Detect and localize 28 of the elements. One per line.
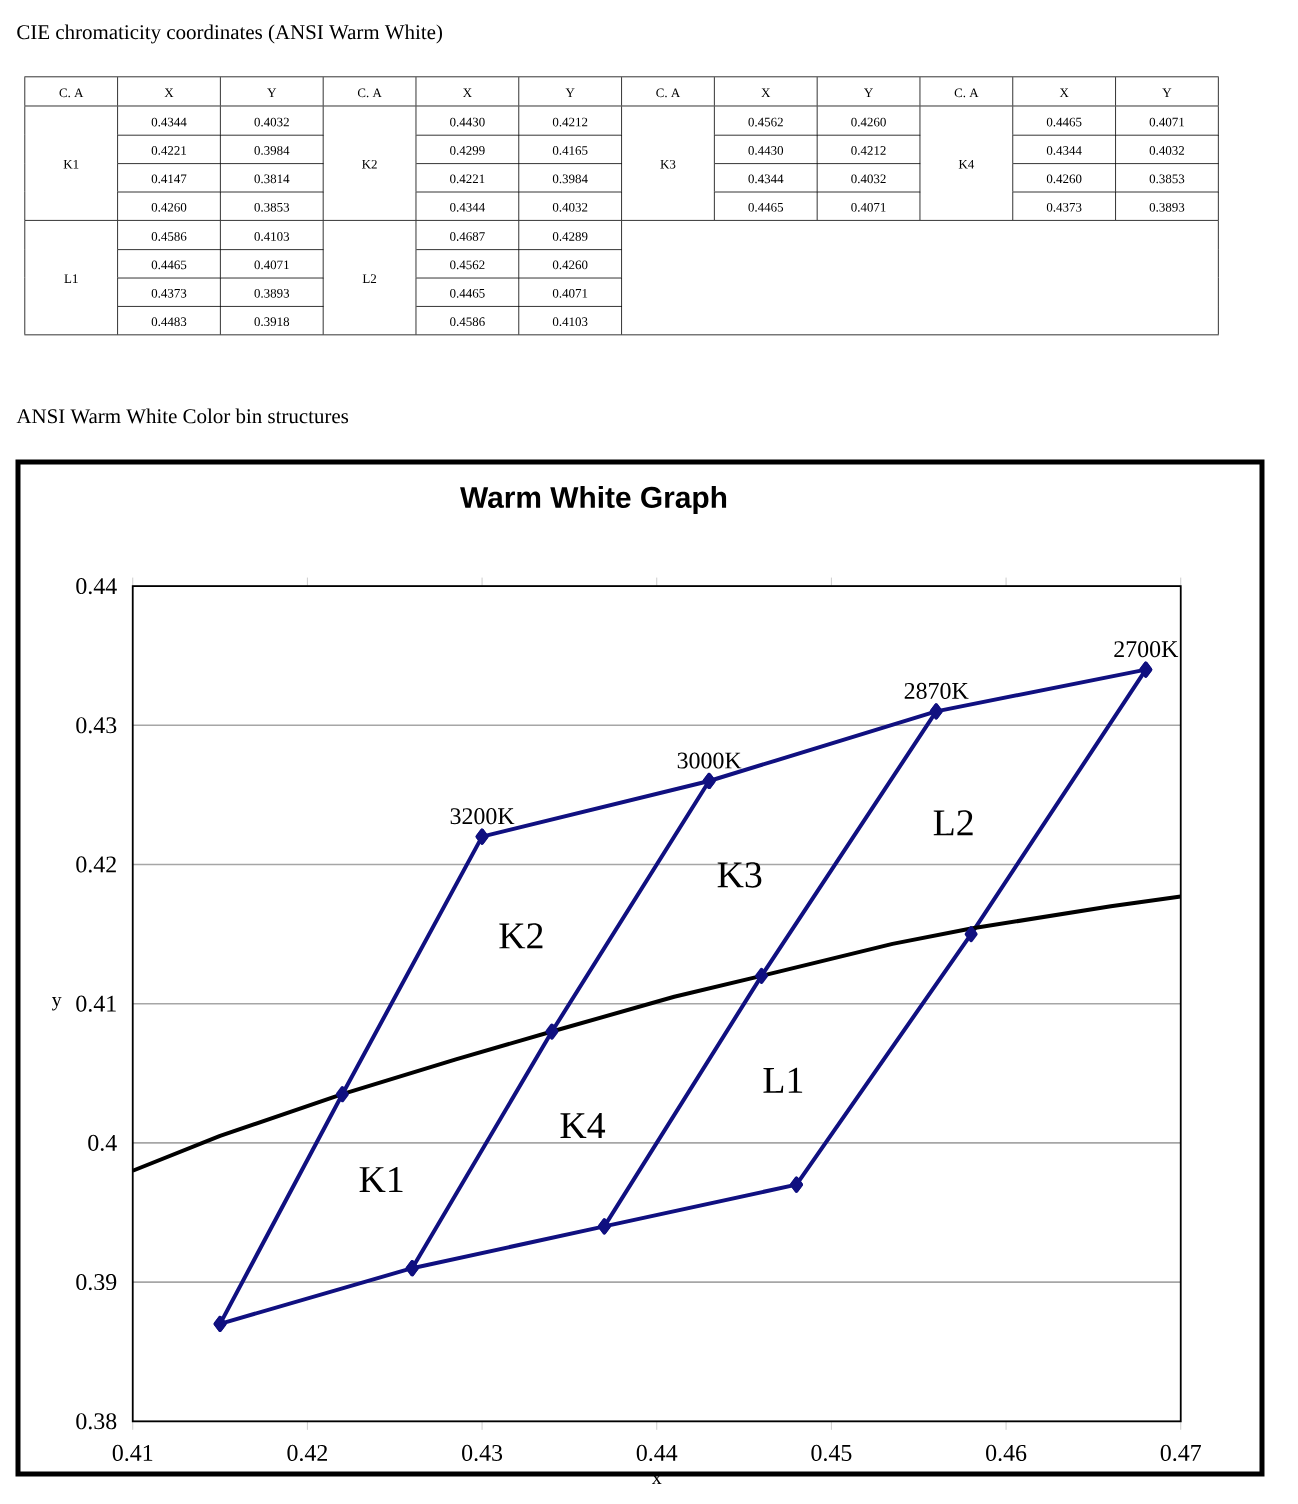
annotation: 2700K xyxy=(1114,641,1179,658)
y-axis-title: y xyxy=(51,996,62,1011)
annotation: 3200K xyxy=(450,808,515,825)
x-tick-label: 0.42 xyxy=(287,1444,327,1462)
annotation: K1 xyxy=(359,1166,403,1192)
annotation: K2 xyxy=(499,923,543,949)
x-tick-label: 0.43 xyxy=(462,1444,503,1462)
annotation: L1 xyxy=(763,1067,803,1093)
y-tick-label: 0.43 xyxy=(76,717,117,734)
annotation: L2 xyxy=(933,810,973,836)
x-tick-label: 0.45 xyxy=(811,1444,852,1462)
annotation: K4 xyxy=(560,1113,606,1138)
x-tick-label: 0.44 xyxy=(636,1444,678,1462)
x-tick-label: 0.47 xyxy=(1160,1444,1201,1462)
chart-title: ANSI Warm White Color bin structures xyxy=(16,408,349,424)
x-tick-label: 0.46 xyxy=(986,1444,1027,1462)
y-tick-label: 0.39 xyxy=(76,1273,117,1291)
text: CIE chromaticity coordinates (ANSI Warm White) xyxy=(17,24,442,44)
annotation: 2870K xyxy=(904,682,969,699)
annotation: K3 xyxy=(717,862,762,888)
chart-subtitle: Warm White Graph xyxy=(460,486,727,514)
y-tick-label: 0.41 xyxy=(76,995,116,1012)
annotation: 3000K xyxy=(677,752,742,769)
x-tick-label: 0.41 xyxy=(112,1444,153,1462)
y-tick-label: 0.38 xyxy=(76,1413,117,1430)
y-tick-label: 0.4 xyxy=(88,1134,117,1152)
y-tick-label: 0.44 xyxy=(76,577,117,595)
y-tick-label: 0.42 xyxy=(76,856,116,873)
